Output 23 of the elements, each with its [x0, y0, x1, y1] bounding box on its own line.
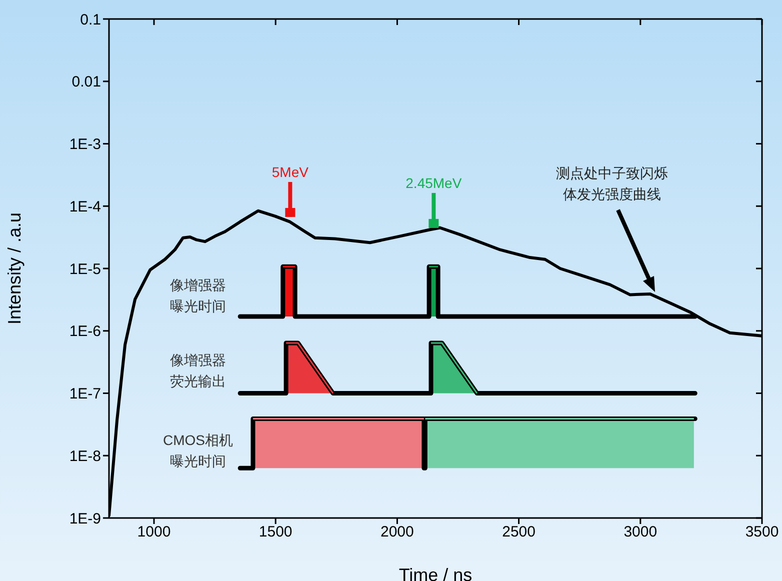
- y-tick-label: 1E-8: [69, 448, 101, 465]
- x-tick-label: 1500: [258, 524, 292, 541]
- y-tick-label: 1E-5: [69, 260, 101, 278]
- annotation: 5MeV: [272, 164, 310, 180]
- y-tick-label: 1E-7: [69, 386, 101, 403]
- x-tick-label: 3000: [624, 524, 658, 541]
- annotation: 测点处中子致闪烁体发光强度曲线: [556, 165, 668, 202]
- annotation: 像增强器荧光输出: [170, 352, 226, 389]
- annotation: CMOS相机曝光时间: [163, 432, 233, 469]
- y-tick-label: 1E-6: [69, 323, 101, 340]
- annotation: 2.45MeV: [406, 174, 462, 191]
- x-tick-label: 3500: [745, 524, 779, 541]
- y-tick-label: 1E-9: [69, 510, 101, 528]
- x-axis-title: Time / ns: [398, 565, 472, 581]
- y-tick-label: 0.1: [80, 11, 101, 28]
- x-tick-label: 2000: [380, 524, 414, 541]
- y-tick-label: 0.01: [72, 74, 101, 91]
- annotation: 像增强器曝光时间: [170, 277, 226, 314]
- x-tick-label: 1000: [137, 524, 171, 541]
- y-tick-label: 1E-4: [69, 198, 101, 216]
- x-tick-label: 2500: [502, 524, 536, 541]
- y-axis-title: Intensity / .a.u: [4, 212, 24, 325]
- y-tick-label: 1E-3: [69, 136, 101, 154]
